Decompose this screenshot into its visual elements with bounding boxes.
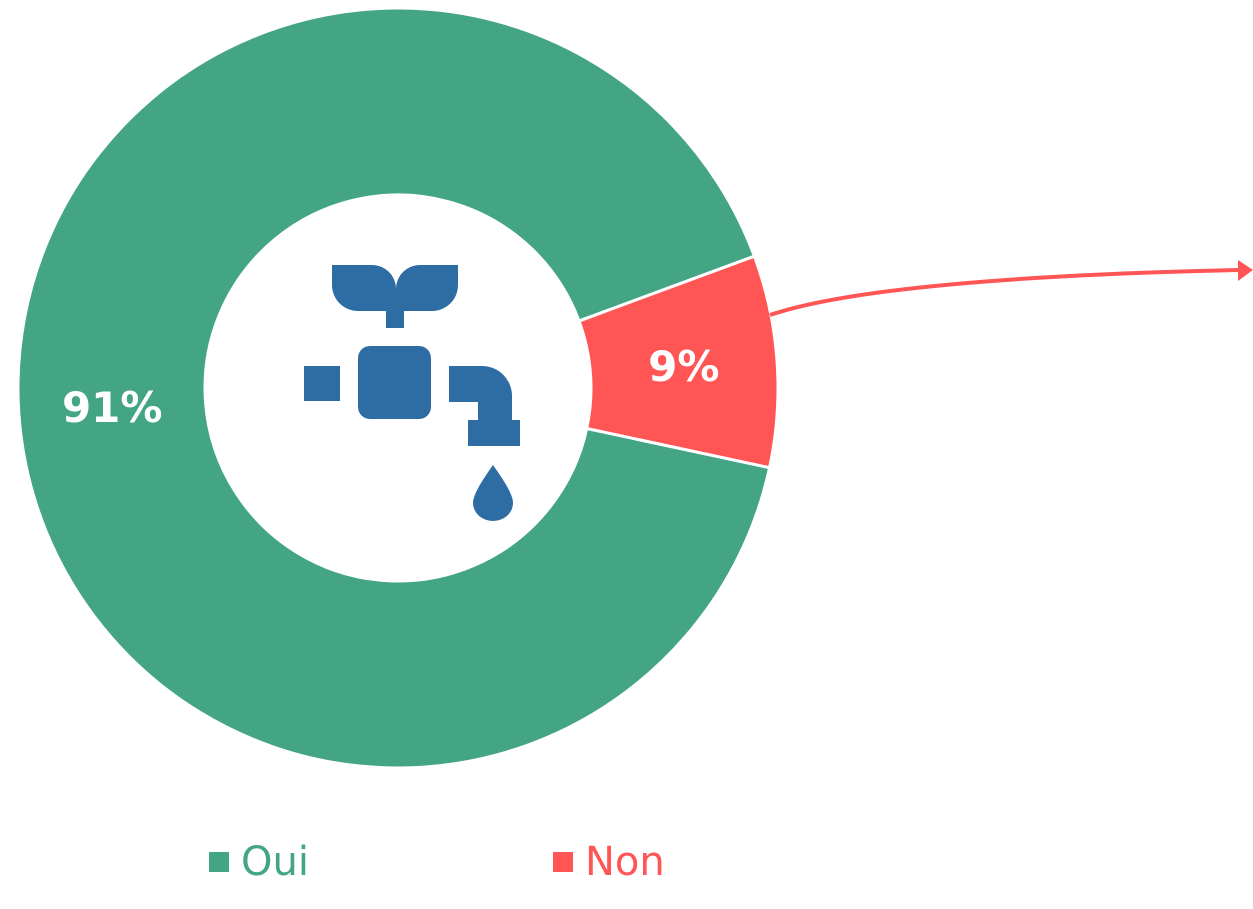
slice-label: 91% — [62, 383, 163, 432]
legend-label: Non — [585, 839, 665, 885]
arrow-head — [1238, 260, 1253, 281]
handle — [304, 366, 340, 401]
leaf — [396, 265, 458, 311]
legend-swatch — [209, 852, 229, 872]
valve — [358, 346, 431, 419]
faucet-icon — [304, 265, 520, 521]
donut — [16, 6, 780, 770]
legend-label: Oui — [241, 839, 309, 885]
callout-arrow — [769, 268, 1239, 317]
spout — [449, 366, 520, 446]
slice — [16, 6, 772, 770]
slice-label: 9% — [648, 342, 719, 391]
legend-swatch — [553, 852, 573, 872]
drop — [473, 465, 513, 521]
leaf — [332, 265, 396, 311]
stem — [386, 300, 404, 328]
